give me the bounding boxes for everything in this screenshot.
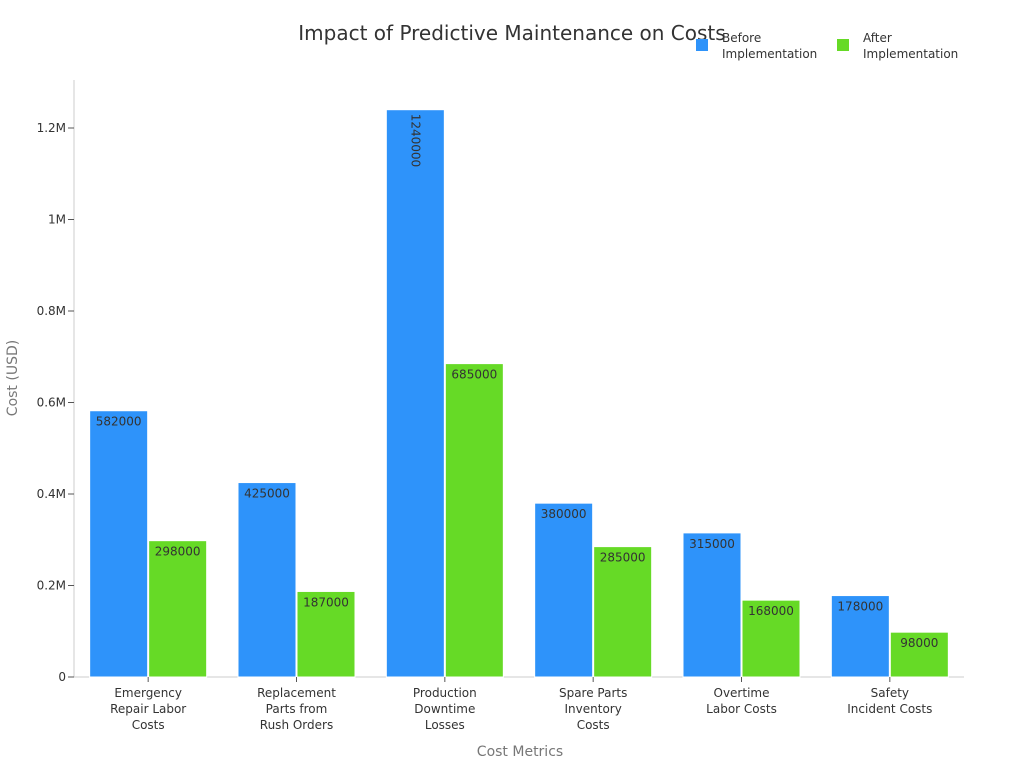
legend-label: After Implementation (863, 31, 958, 61)
x-tick-label: Overtime Labor Costs (706, 686, 777, 716)
x-axis-tick-labels: Emergency Repair Labor Costs Replacement Par… (110, 677, 932, 732)
y-tick-label: 0.6M (37, 396, 66, 410)
data-label: 187000 (303, 595, 349, 609)
x-tick-label-line: Repair Labor (110, 702, 186, 716)
x-tick-label-line: Replacement (257, 686, 336, 700)
x-tick-label-line: Overtime (714, 686, 770, 700)
data-label: 98000 (900, 636, 938, 650)
data-label: 582000 (96, 415, 142, 429)
data-label: 168000 (748, 604, 794, 618)
x-tick-label-line: Costs (577, 718, 610, 732)
x-tick-label-line: Emergency (114, 686, 182, 700)
x-tick-label-line: Losses (425, 718, 465, 732)
data-label: 685000 (451, 368, 497, 382)
x-tick-label-line: Downtime (414, 702, 475, 716)
x-tick-label-line: Production (413, 686, 477, 700)
data-label: 1240000 (408, 114, 422, 167)
bar-before-3 (534, 502, 594, 678)
y-tick-label: 0.8M (37, 304, 66, 318)
x-tick-label: Emergency Repair Labor Costs (110, 686, 186, 732)
legend-label-line: Implementation (722, 47, 817, 61)
data-label: 380000 (541, 507, 587, 521)
bar-before-5 (830, 595, 890, 678)
legend-label-line: After (863, 31, 892, 45)
y-tick-label: 0 (58, 670, 66, 684)
x-tick-label: Safety Incident Costs (847, 686, 932, 716)
bar-before-1 (237, 482, 297, 678)
bar-after-5 (889, 631, 949, 678)
bar-after-2 (444, 363, 504, 678)
x-tick-label-line: Rush Orders (260, 718, 333, 732)
chart-title: Impact of Predictive Maintenance on Cost… (298, 21, 725, 45)
y-axis-ticks: 0 0.2M 0.4M 0.6M 0.8M 1M 1.2M (37, 121, 74, 684)
legend-swatch (837, 39, 849, 51)
y-tick-label: 1M (48, 213, 66, 227)
x-tick-label-line: Incident Costs (847, 702, 932, 716)
data-label: 285000 (600, 551, 646, 565)
bar-series-group (89, 109, 949, 678)
legend-swatch (696, 39, 708, 51)
x-tick-label-line: Spare Parts (559, 686, 627, 700)
x-tick-label: Production Downtime Losses (413, 686, 477, 732)
y-tick-label: 0.2M (37, 579, 66, 593)
data-labels-group: 582000 298000 425000 187000 1240000 685000 380… (96, 114, 939, 650)
x-tick-label-line: Costs (132, 718, 165, 732)
y-tick-label: 0.4M (37, 487, 66, 501)
legend-label-line: Implementation (863, 47, 958, 61)
bar-before-4 (682, 532, 742, 678)
y-axis-title: Cost (USD) (5, 340, 21, 416)
data-label: 315000 (689, 537, 735, 551)
x-tick-label: Replacement Parts from Rush Orders (257, 686, 336, 732)
bar-after-0 (148, 540, 208, 678)
y-tick-label: 1.2M (37, 121, 66, 135)
x-tick-label-line: Parts from (266, 702, 328, 716)
legend-label: Before Implementation (722, 31, 817, 61)
bar-after-3 (593, 546, 653, 678)
x-tick-label-line: Labor Costs (706, 702, 777, 716)
legend-label-line: Before (722, 31, 761, 45)
x-tick-label: Spare Parts Inventory Costs (559, 686, 627, 732)
legend: Before Implementation After Implementation (696, 31, 958, 61)
bar-before-2 (385, 109, 445, 678)
bar-before-0 (89, 410, 149, 678)
bar-after-4 (741, 599, 801, 678)
data-label: 425000 (244, 487, 290, 501)
x-tick-label-line: Safety (871, 686, 909, 700)
data-label: 298000 (155, 545, 201, 559)
x-tick-label-line: Inventory (565, 702, 622, 716)
bar-after-1 (296, 590, 356, 678)
data-label: 178000 (837, 600, 883, 614)
x-axis-title: Cost Metrics (477, 744, 563, 760)
